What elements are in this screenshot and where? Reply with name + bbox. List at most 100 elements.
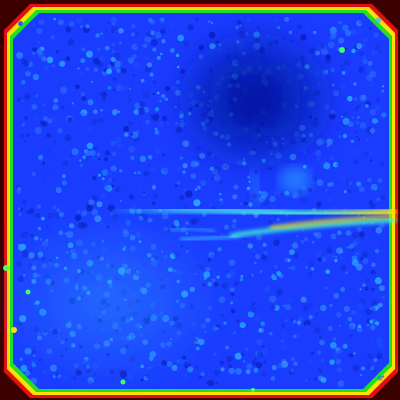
speckle xyxy=(376,337,383,345)
spot xyxy=(120,379,126,385)
speckle xyxy=(194,188,197,191)
speckle xyxy=(320,20,324,24)
speckle xyxy=(262,242,267,248)
speckle xyxy=(127,57,135,64)
speckle xyxy=(118,28,124,34)
speckle xyxy=(316,156,321,162)
speckle xyxy=(211,22,214,25)
speckle xyxy=(170,48,175,53)
speckle xyxy=(289,249,295,256)
speckle xyxy=(56,208,61,213)
speckle xyxy=(337,380,345,388)
speckle xyxy=(282,304,286,307)
speckle xyxy=(244,201,248,206)
speckle xyxy=(135,123,139,127)
speckle xyxy=(81,112,85,117)
spot xyxy=(339,47,345,53)
speckle xyxy=(165,121,171,126)
speckle xyxy=(374,277,382,285)
speckle xyxy=(344,112,348,116)
speckle xyxy=(80,58,86,64)
speckle xyxy=(300,296,307,303)
speckle xyxy=(327,41,335,49)
speckle xyxy=(276,271,282,276)
speckle xyxy=(215,381,219,385)
speckle xyxy=(214,370,220,376)
speckle xyxy=(329,32,337,40)
speckle xyxy=(62,174,66,179)
speckle xyxy=(200,180,207,187)
speckle xyxy=(18,21,24,26)
speckle xyxy=(46,56,54,64)
speckle xyxy=(119,169,123,173)
speckle xyxy=(316,179,324,187)
speckle xyxy=(362,54,367,60)
speckle xyxy=(333,351,339,358)
speckle xyxy=(116,84,123,92)
speckle xyxy=(133,109,140,115)
speckle xyxy=(111,151,117,157)
speckle xyxy=(358,67,365,73)
speckle xyxy=(36,48,43,55)
speckle xyxy=(130,132,134,136)
speckle xyxy=(359,21,363,25)
speckle xyxy=(219,200,224,205)
speckle xyxy=(308,359,313,364)
speckle xyxy=(79,159,82,162)
speckle xyxy=(154,147,161,155)
speckle xyxy=(156,91,160,95)
speckle xyxy=(335,311,342,318)
speckle xyxy=(315,232,322,239)
speckle xyxy=(268,331,273,336)
speckle xyxy=(273,239,280,246)
streak-faint xyxy=(169,227,216,234)
speckle xyxy=(111,184,115,188)
speckle xyxy=(339,63,346,70)
speckle xyxy=(354,97,358,101)
speckle xyxy=(97,48,100,51)
speckle xyxy=(179,194,185,201)
speckle xyxy=(284,304,292,311)
speckle xyxy=(173,219,180,226)
dark-region xyxy=(170,25,340,175)
speckle xyxy=(26,206,31,211)
speckle xyxy=(213,352,217,356)
speckle xyxy=(35,212,41,219)
speckle xyxy=(378,285,385,292)
speckle xyxy=(330,30,338,38)
speckle xyxy=(329,155,334,161)
speckle xyxy=(379,50,382,54)
speckle xyxy=(246,194,251,199)
speckle xyxy=(114,60,121,68)
speckle xyxy=(42,161,46,165)
speckle xyxy=(258,328,263,333)
speckle xyxy=(57,19,64,26)
speckle xyxy=(208,203,214,208)
speckle xyxy=(281,360,289,368)
speckle xyxy=(85,67,90,71)
speckle xyxy=(240,352,245,357)
speckle xyxy=(67,38,75,46)
speckle xyxy=(338,324,341,327)
speckle xyxy=(175,53,180,58)
speckle xyxy=(160,28,166,35)
speckle xyxy=(360,237,364,241)
speckle xyxy=(315,312,319,316)
speckle xyxy=(246,17,252,22)
speckle xyxy=(98,158,101,161)
speckle xyxy=(149,165,157,173)
speckle xyxy=(329,303,333,308)
speckle xyxy=(77,67,80,70)
speckle xyxy=(306,27,311,32)
speckle xyxy=(183,40,190,47)
speckle xyxy=(342,343,348,349)
speckle xyxy=(41,216,45,221)
speckle xyxy=(261,347,269,355)
speckle xyxy=(369,203,376,209)
speckle xyxy=(100,92,106,98)
speckle xyxy=(358,297,366,305)
speckle xyxy=(31,171,36,176)
speckle xyxy=(158,17,166,25)
speckle xyxy=(143,107,150,113)
speckle xyxy=(142,191,146,194)
